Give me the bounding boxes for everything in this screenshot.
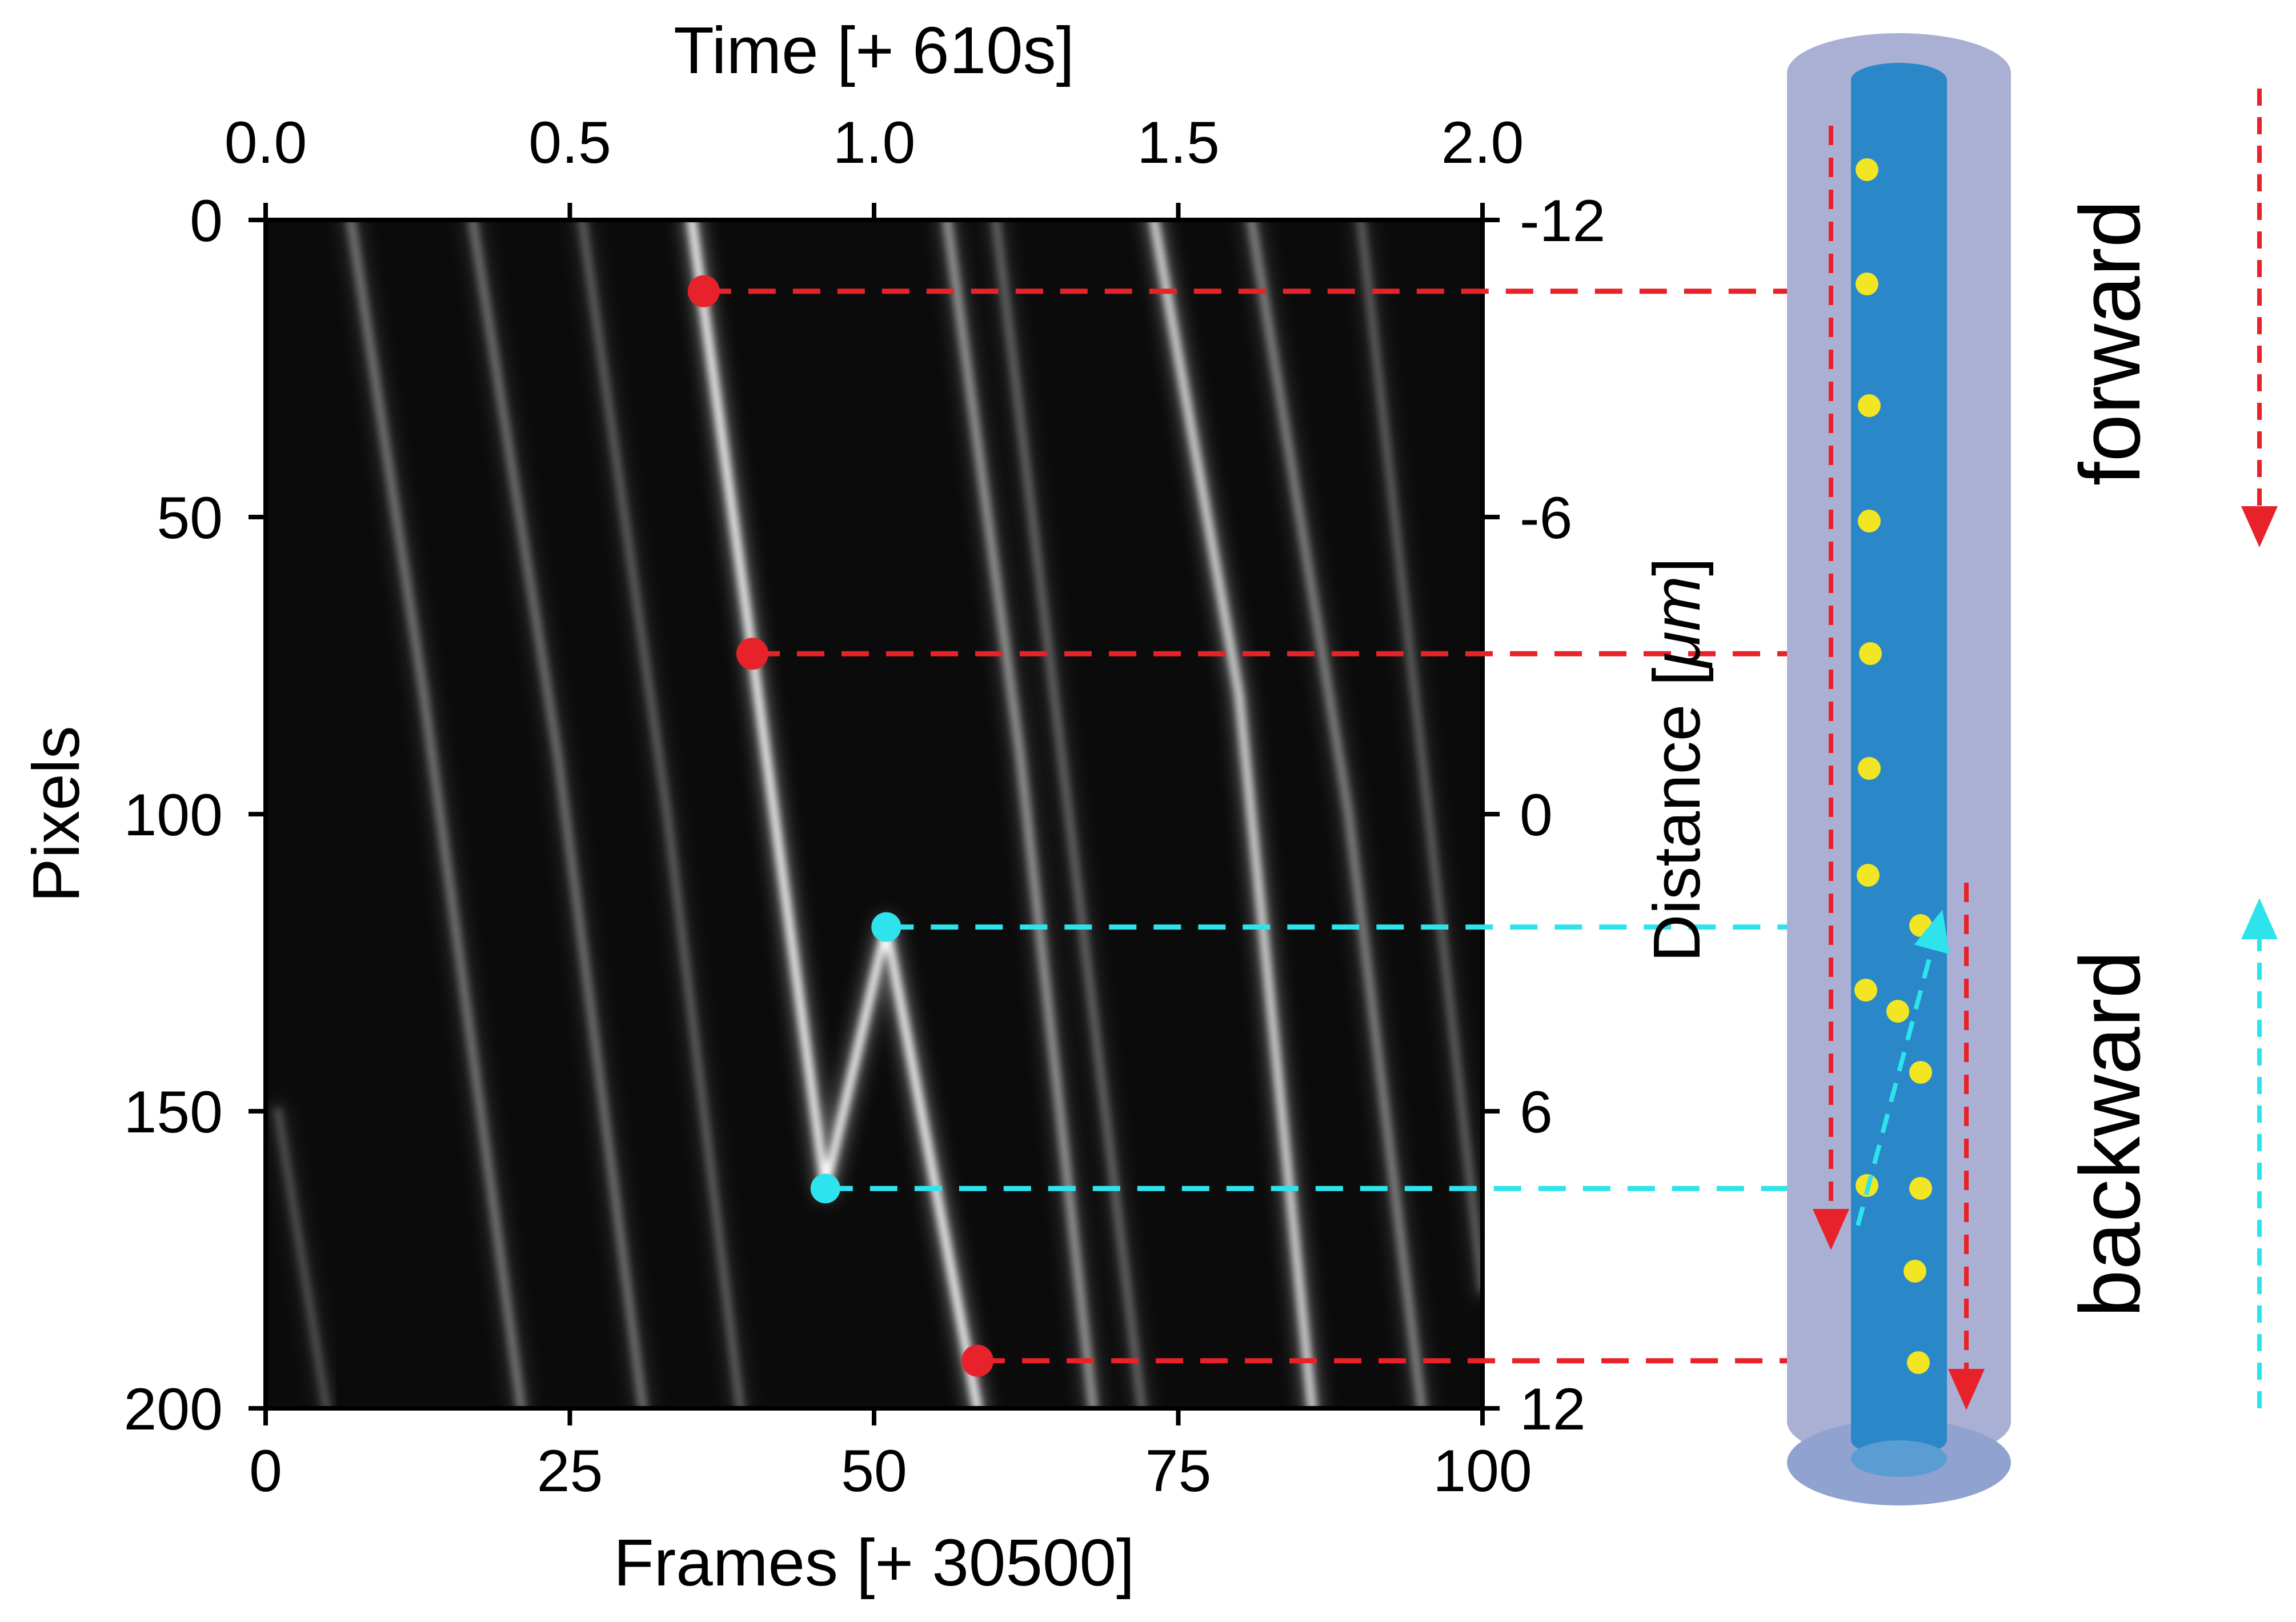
right-tick-label--6: -6 — [1520, 485, 1572, 551]
bottom-tick-label-75: 75 — [1145, 1438, 1212, 1504]
top-tick-label-2.0: 2.0 — [1441, 110, 1524, 176]
forward-marker-2 — [961, 1344, 994, 1377]
vesicle-1 — [1856, 273, 1878, 295]
trajectory-markers — [687, 275, 994, 1377]
left-tick-label-200: 200 — [123, 1376, 223, 1443]
vesicle-0 — [1856, 158, 1878, 181]
top-axis-label: Time [+ 610s] — [674, 13, 1075, 87]
vesicle-13 — [1907, 1351, 1930, 1374]
top-tick-label-1.5: 1.5 — [1137, 110, 1220, 176]
backward-label: backward — [2062, 951, 2158, 1317]
kymograph-tracks — [266, 209, 1494, 1420]
vesicle-7 — [1854, 979, 1877, 1002]
axis-ticks: 0 25 50 75 100 0.0 0.5 1.0 1.5 2.0 0 50 100 150 200 -12… — [123, 110, 1605, 1504]
track-3 — [1247, 216, 1426, 1412]
right-tick-label--12: -12 — [1520, 188, 1605, 254]
backward-track-arrow — [1856, 910, 1950, 1227]
track-9 — [274, 1107, 331, 1412]
backward-marker-1 — [810, 1174, 840, 1204]
vesicle-11 — [1909, 1177, 1932, 1200]
right-axis-label-unit: μm — [1640, 576, 1714, 669]
bottom-tick-label-50: 50 — [841, 1438, 907, 1504]
guide-lines — [703, 289, 1862, 1364]
vesicle-2 — [1858, 394, 1881, 417]
backward-marker-0 — [871, 912, 901, 942]
vesicle-3 — [1858, 510, 1881, 532]
forward-label: forward — [2062, 200, 2158, 486]
left-tick-label-50: 50 — [157, 485, 223, 551]
vesicle-4 — [1859, 642, 1882, 665]
axon-schematic — [1787, 33, 2011, 1505]
vesicle-10 — [1909, 1061, 1932, 1084]
left-tick-label-0: 0 — [190, 188, 223, 254]
axon-inner-bottom-cap — [1851, 1440, 1947, 1477]
left-tick-label-100: 100 — [123, 782, 223, 848]
forward-marker-1 — [736, 638, 768, 670]
right-tick-label-6: 6 — [1520, 1079, 1553, 1146]
bottom-tick-label-0: 0 — [249, 1438, 282, 1504]
vesicles — [1854, 158, 1932, 1374]
schematic-arrows — [1813, 126, 1985, 1410]
left-tick-label-150: 150 — [123, 1079, 223, 1146]
track-1 — [1149, 216, 1316, 1412]
top-tick-label-1.0: 1.0 — [833, 110, 916, 176]
bottom-tick-label-25: 25 — [537, 1438, 603, 1504]
vesicle-12 — [1904, 1260, 1926, 1283]
track-4 — [347, 216, 526, 1412]
track-6 — [578, 216, 744, 1412]
bottom-axis-label: Frames [+ 30500] — [614, 1525, 1135, 1600]
right-axis-label: Distance [μm] — [1640, 558, 1714, 962]
track-7 — [992, 216, 1146, 1412]
vesicle-6 — [1857, 864, 1880, 887]
vesicle-9 — [1909, 914, 1932, 937]
vesicle-5 — [1858, 757, 1881, 780]
right-tick-label-0: 0 — [1520, 782, 1553, 848]
track-8 — [1357, 216, 1486, 1293]
track-5 — [468, 216, 647, 1412]
left-axis-label: Pixels — [19, 726, 93, 902]
right-axis-label-prefix: Distance [ — [1640, 667, 1714, 962]
vesicle-8 — [1886, 1000, 1909, 1023]
bottom-tick-label-100: 100 — [1433, 1438, 1532, 1504]
right-axis-label-suffix: ] — [1640, 558, 1714, 576]
top-tick-label-0.0: 0.0 — [225, 110, 307, 176]
top-tick-label-0.5: 0.5 — [528, 110, 611, 176]
right-tick-label-12: 12 — [1520, 1376, 1586, 1443]
forward-marker-0 — [687, 275, 720, 307]
